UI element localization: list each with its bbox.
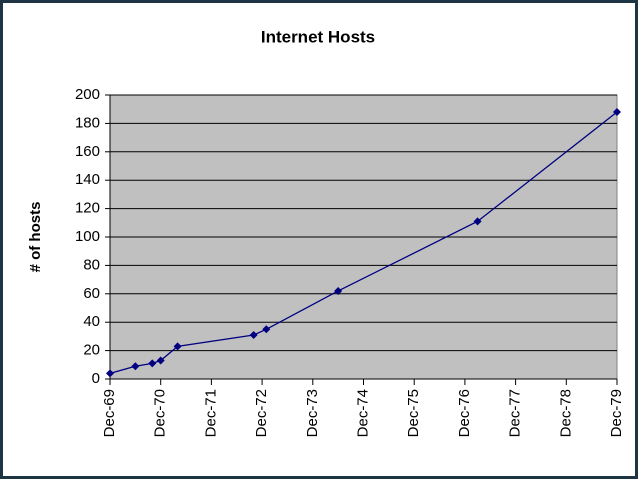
data-point: [262, 325, 271, 334]
y-tick-label: 0: [92, 370, 100, 387]
data-point: [131, 362, 140, 371]
x-tick-label: Dec-75: [405, 389, 422, 437]
x-tick-label: Dec-73: [304, 389, 321, 437]
x-tick-label: Dec-74: [354, 389, 371, 437]
data-point: [334, 286, 343, 295]
x-tick-label: Dec-79: [608, 389, 625, 437]
x-tick-label: Dec-69: [101, 389, 118, 437]
y-tick-label: 160: [75, 143, 100, 160]
y-tick-label: 140: [75, 171, 100, 188]
data-point: [473, 217, 482, 226]
chart-title: Internet Hosts: [261, 27, 375, 46]
y-tick-label: 80: [83, 256, 100, 273]
x-tick-label: Dec-77: [507, 389, 524, 437]
x-tick-label: Dec-70: [152, 389, 169, 437]
x-tick-label: Dec-71: [202, 389, 219, 437]
data-point: [613, 108, 621, 117]
data-point: [173, 342, 182, 351]
x-tick-label: Dec-72: [253, 389, 270, 437]
y-tick-label: 60: [83, 285, 100, 302]
x-tick-label: Dec-78: [557, 389, 574, 437]
y-tick-label: 180: [75, 114, 100, 131]
y-tick-label: 200: [75, 86, 100, 103]
data-point: [249, 330, 258, 339]
y-axis-label: # of hosts: [27, 202, 44, 273]
y-tick-label: 40: [83, 313, 100, 330]
data-point: [148, 359, 157, 368]
data-point: [106, 369, 114, 378]
y-tick-label: 100: [75, 228, 100, 245]
y-tick-label: 20: [83, 342, 100, 359]
x-tick-label: Dec-76: [456, 389, 473, 437]
data-point: [156, 356, 165, 365]
data-line: [109, 111, 618, 374]
y-tick-label: 120: [75, 200, 100, 217]
